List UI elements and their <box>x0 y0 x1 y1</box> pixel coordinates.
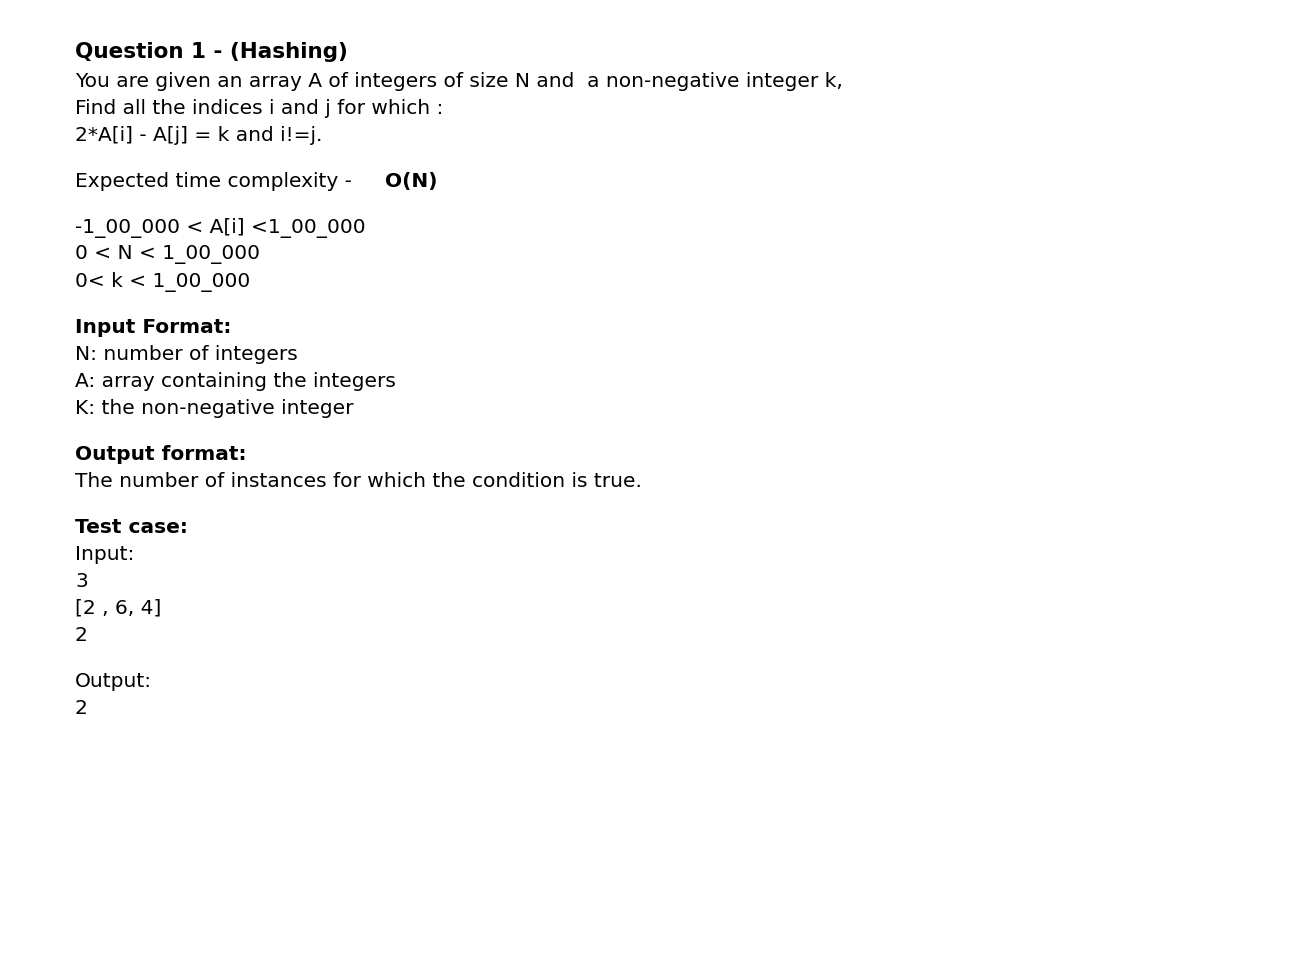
Text: 3: 3 <box>75 572 88 591</box>
Text: [2 , 6, 4]: [2 , 6, 4] <box>75 599 162 618</box>
Text: Output:: Output: <box>75 672 152 691</box>
Text: K: the non-negative integer: K: the non-negative integer <box>75 399 354 418</box>
Text: O(N): O(N) <box>385 172 438 191</box>
Text: You are given an array A of integers of size N and  a non-negative integer k,: You are given an array A of integers of … <box>75 72 843 91</box>
Text: Find all the indices i and j for which :: Find all the indices i and j for which : <box>75 99 443 118</box>
Text: -1_00_000 < A[i] <1_00_000: -1_00_000 < A[i] <1_00_000 <box>75 218 365 238</box>
Text: 2: 2 <box>75 699 88 718</box>
Text: 0< k < 1_00_000: 0< k < 1_00_000 <box>75 272 250 292</box>
Text: Test case:: Test case: <box>75 518 188 537</box>
Text: 2*A[i] - A[j] = k and i!=j.: 2*A[i] - A[j] = k and i!=j. <box>75 126 322 145</box>
Text: Input Format:: Input Format: <box>75 318 232 337</box>
Text: Input:: Input: <box>75 545 135 564</box>
Text: The number of instances for which the condition is true.: The number of instances for which the co… <box>75 472 642 491</box>
Text: N: number of integers: N: number of integers <box>75 345 298 364</box>
Text: Output format:: Output format: <box>75 445 246 464</box>
Text: 0 < N < 1_00_000: 0 < N < 1_00_000 <box>75 245 260 264</box>
Text: 2: 2 <box>75 626 88 645</box>
Text: A: array containing the integers: A: array containing the integers <box>75 372 396 391</box>
Text: Question 1 - (Hashing): Question 1 - (Hashing) <box>75 42 348 62</box>
Text: Expected time complexity -: Expected time complexity - <box>75 172 365 191</box>
